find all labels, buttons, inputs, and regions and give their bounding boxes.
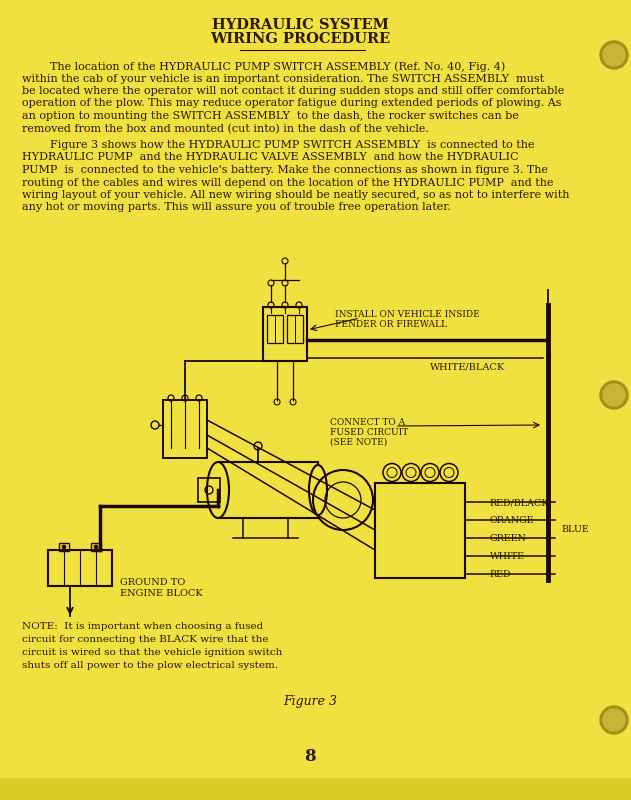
Circle shape bbox=[600, 41, 628, 69]
Text: shuts off all power to the plow electrical system.: shuts off all power to the plow electric… bbox=[22, 661, 278, 670]
Ellipse shape bbox=[309, 465, 327, 515]
Text: routing of the cables and wires will depend on the location of the HYDRAULIC PUM: routing of the cables and wires will dep… bbox=[22, 178, 553, 187]
Text: HYDRAULIC PUMP  and the HYDRAULIC VALVE ASSEMBLY  and how the HYDRAULIC: HYDRAULIC PUMP and the HYDRAULIC VALVE A… bbox=[22, 153, 519, 162]
Text: INSTALL ON VEHICLE INSIDE: INSTALL ON VEHICLE INSIDE bbox=[335, 310, 480, 319]
Text: circuit for connecting the BLACK wire that the: circuit for connecting the BLACK wire th… bbox=[22, 635, 269, 644]
Text: GREEN: GREEN bbox=[490, 534, 527, 543]
Circle shape bbox=[94, 545, 98, 549]
Text: (SEE NOTE): (SEE NOTE) bbox=[330, 438, 387, 447]
Text: ORANGE: ORANGE bbox=[490, 516, 534, 525]
Bar bbox=[267, 315, 283, 343]
Text: WIRING PROCEDURE: WIRING PROCEDURE bbox=[210, 32, 390, 46]
Text: any hot or moving parts. This will assure you of trouble free operation later.: any hot or moving parts. This will assur… bbox=[22, 202, 451, 213]
Text: GROUND TO: GROUND TO bbox=[120, 578, 186, 587]
Circle shape bbox=[600, 706, 628, 734]
Text: BLUE: BLUE bbox=[562, 526, 590, 534]
Circle shape bbox=[603, 384, 625, 406]
Text: wiring layout of your vehicle. All new wiring should be neatly secured, so as no: wiring layout of your vehicle. All new w… bbox=[22, 190, 570, 200]
Text: RED/BLACK: RED/BLACK bbox=[490, 498, 550, 507]
Circle shape bbox=[603, 44, 625, 66]
Bar bbox=[48, 550, 112, 586]
Text: The location of the HYDRAULIC PUMP SWITCH ASSEMBLY (Ref. No. 40, Fig. 4): The location of the HYDRAULIC PUMP SWITC… bbox=[22, 61, 505, 71]
Bar bbox=[263, 307, 307, 361]
Bar bbox=[218, 462, 318, 518]
Bar bbox=[375, 482, 465, 578]
Text: PUMP  is  connected to the vehicle's battery. Make the connections as shown in f: PUMP is connected to the vehicle's batte… bbox=[22, 165, 548, 175]
Text: 8: 8 bbox=[304, 748, 316, 765]
Text: FUSED CIRCUIT: FUSED CIRCUIT bbox=[330, 428, 408, 437]
Ellipse shape bbox=[207, 462, 229, 518]
Bar bbox=[59, 543, 69, 551]
Bar bbox=[287, 315, 303, 343]
Text: within the cab of your vehicle is an important consideration. The SWITCH ASSEMBL: within the cab of your vehicle is an imp… bbox=[22, 74, 544, 83]
Text: circuit is wired so that the vehicle ignition switch: circuit is wired so that the vehicle ign… bbox=[22, 648, 283, 657]
Circle shape bbox=[603, 709, 625, 731]
Bar bbox=[91, 543, 101, 551]
Text: RED: RED bbox=[490, 570, 512, 579]
Text: Figure 3: Figure 3 bbox=[283, 695, 337, 708]
Text: HYDRAULIC SYSTEM: HYDRAULIC SYSTEM bbox=[211, 18, 389, 32]
Text: ENGINE BLOCK: ENGINE BLOCK bbox=[120, 589, 203, 598]
Text: WHITE/BLACK: WHITE/BLACK bbox=[430, 362, 505, 371]
Text: FENDER OR FIREWALL: FENDER OR FIREWALL bbox=[335, 320, 447, 329]
Text: operation of the plow. This may reduce operator fatigue during extended periods : operation of the plow. This may reduce o… bbox=[22, 98, 562, 109]
Text: Figure 3 shows how the HYDRAULIC PUMP SWITCH ASSEMBLY  is connected to the: Figure 3 shows how the HYDRAULIC PUMP SW… bbox=[22, 140, 534, 150]
Text: removed from the box and mounted (cut into) in the dash of the vehicle.: removed from the box and mounted (cut in… bbox=[22, 123, 429, 134]
Bar bbox=[198, 478, 220, 502]
Text: WHITE: WHITE bbox=[490, 552, 525, 561]
Text: be located where the operator will not contact it during sudden stops and still : be located where the operator will not c… bbox=[22, 86, 564, 96]
Bar bbox=[0, 778, 631, 800]
Text: an option to mounting the SWITCH ASSEMBLY  to the dash, the rocker switches can : an option to mounting the SWITCH ASSEMBL… bbox=[22, 111, 519, 121]
Text: NOTE:  It is important when choosing a fused: NOTE: It is important when choosing a fu… bbox=[22, 622, 263, 631]
Circle shape bbox=[62, 545, 66, 549]
Bar bbox=[163, 400, 207, 458]
Text: CONNECT TO A: CONNECT TO A bbox=[330, 418, 405, 427]
Circle shape bbox=[600, 381, 628, 409]
